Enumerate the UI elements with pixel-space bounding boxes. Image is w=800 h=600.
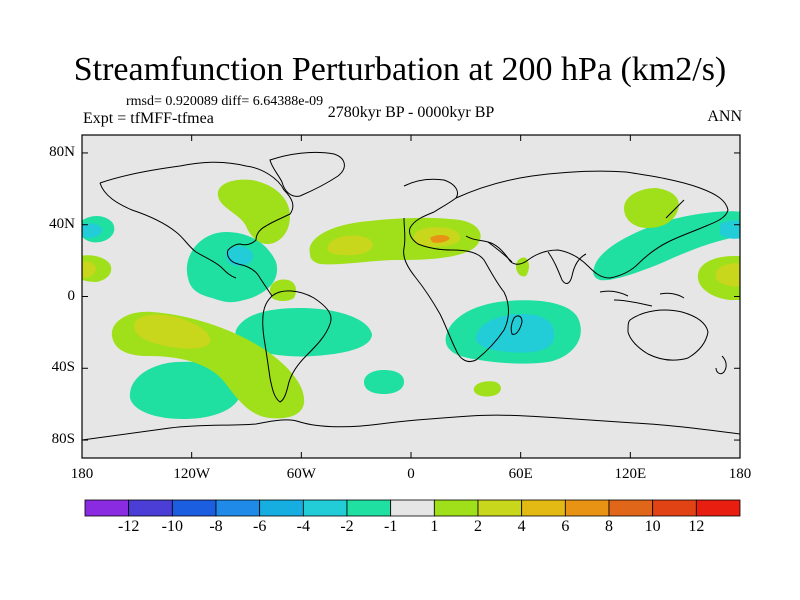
west-pacific-trough-edge (720, 220, 740, 239)
longitude-tick-marks (81, 135, 741, 458)
colorbar-swatch (84, 499, 130, 517)
colorbar-label: -10 (161, 518, 183, 535)
west-pacific-trough (593, 211, 740, 281)
central-america-trough (186, 232, 278, 303)
colorbar-swatch (695, 499, 741, 517)
coastlines (82, 151, 740, 441)
south-pacific-ridge-core (134, 314, 211, 349)
lat-tick-label: 40N (49, 215, 75, 232)
far-pacific-ridge-core (82, 261, 96, 278)
season-label: ANN (707, 108, 742, 125)
colorbar-label: 4 (517, 518, 526, 535)
colorbar-label: 12 (688, 518, 705, 535)
eastern-mediterranean-max (430, 235, 450, 243)
lon-tick-label: 60E (508, 466, 533, 482)
north-america-ridge (217, 179, 290, 244)
coast-madagascar (510, 315, 523, 335)
coast-new-zealand (715, 355, 727, 375)
experiment-label: Expt = tfMFF-tfmea (83, 110, 214, 127)
colorbar-swatch (346, 499, 392, 517)
gulf-trough-core (225, 246, 254, 266)
coast-australia (627, 309, 709, 361)
coast-asia (455, 170, 729, 279)
coast-north-america (99, 161, 294, 297)
colorbar-label: 10 (644, 518, 661, 535)
colorbar-swatch (608, 499, 654, 517)
colorbar-label: -4 (296, 518, 310, 535)
colorbar (84, 499, 741, 517)
negative-anomaly-cores (82, 220, 740, 353)
lon-tick-label: 180 (70, 466, 94, 482)
colorbar-swatch (171, 499, 217, 517)
colorbar-label: -8 (209, 518, 223, 535)
northwest-pacific-ridge (624, 188, 679, 228)
latitude-tick-marks (82, 152, 740, 441)
colorbar-swatch (433, 499, 479, 517)
colorbar-swatch (652, 499, 697, 517)
colorbar-swatch (521, 499, 566, 517)
colorbar-swatch (390, 499, 435, 517)
colorbar-label: 1 (430, 518, 439, 535)
colorbar-swatch (215, 499, 261, 517)
lon-tick-label: 120W (173, 466, 210, 482)
coast-arabia-india (487, 241, 587, 284)
colorbar-label: -12 (117, 518, 140, 535)
lon-tick-label: 180 (728, 466, 752, 482)
colorbar-label: 8 (605, 518, 613, 535)
negative-anomaly-fields (82, 211, 740, 420)
indian-ocean-trough-core (475, 314, 555, 353)
period-label: 2780kyr BP - 0000kyr BP (327, 104, 495, 121)
lon-tick-label: 60W (286, 466, 316, 482)
colorbar-swatch (302, 499, 348, 517)
lon-tick-label: 0 (407, 466, 415, 482)
coast-europe-africa (403, 178, 509, 363)
lat-tick-label: 0 (67, 287, 76, 304)
lat-tick-label: 80N (49, 143, 75, 160)
map-title: Streamfunction Perturbation at 200 hPa (… (73, 51, 727, 88)
lat-tick-label: 80S (51, 431, 75, 448)
colorbar-label: 6 (561, 518, 570, 535)
positive-anomaly-cores (82, 227, 740, 349)
colorbar-swatch (477, 499, 523, 517)
lon-tick-label: 120E (614, 466, 647, 482)
colorbar-swatch (259, 499, 304, 517)
coast-greenland (269, 151, 345, 197)
north-atlantic-ridge-core (327, 235, 373, 256)
coast-indonesia (599, 290, 685, 307)
equatorial-atlantic-ridge (270, 279, 296, 301)
south-pacific-trough (129, 361, 242, 420)
colorbar-swatch (564, 499, 610, 517)
south-atlantic-trough (235, 308, 372, 357)
colorbar-label: -1 (383, 518, 398, 535)
coast-south-america (262, 290, 332, 403)
southern-indian-ridge (473, 381, 501, 397)
coast-antarctica (82, 414, 740, 441)
central-pacific-ridge-core (716, 263, 740, 287)
colorbar-label: 2 (474, 518, 482, 535)
coast-japan (665, 199, 685, 219)
colorbar-swatch (128, 499, 173, 517)
map-plot-area (82, 135, 740, 458)
west-africa-ridge (516, 257, 529, 277)
ne-pacific-trough-core (82, 223, 103, 238)
stats-line: rmsd= 0.920089 diff= 6.64388e-09 (126, 94, 324, 109)
colorbar-label: -2 (340, 518, 354, 535)
colorbar-label: -6 (252, 518, 267, 535)
south-atlantic-small-trough (364, 370, 404, 394)
lat-tick-label: 40S (51, 359, 75, 376)
